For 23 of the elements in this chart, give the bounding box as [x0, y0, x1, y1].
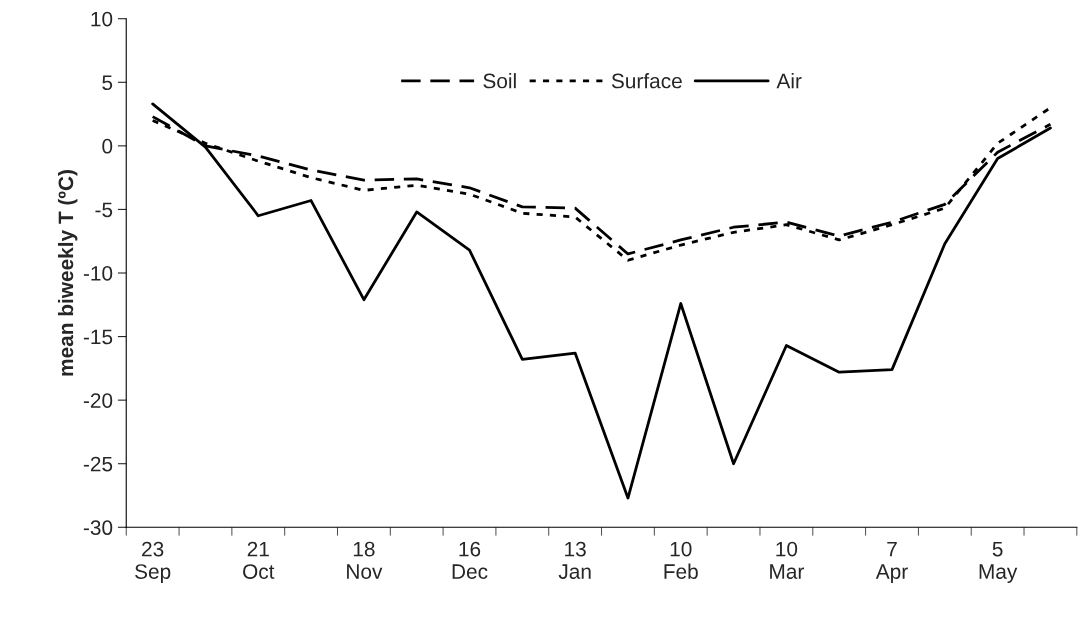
- y-tick-label: -5: [95, 202, 113, 218]
- x-tick-label: 10 Mar: [770, 541, 804, 579]
- y-tick-label: 5: [102, 75, 113, 91]
- legend-label: Air: [776, 73, 802, 89]
- x-tick-label: 10 Feb: [664, 541, 698, 579]
- legend-label: Surface: [611, 73, 682, 89]
- y-tick-label: -15: [83, 329, 113, 345]
- y-tick-label: -25: [83, 456, 113, 472]
- x-tick-label: 16 Dec: [452, 541, 488, 579]
- y-axis-title: mean biweekly T (ºC): [57, 170, 78, 376]
- y-tick-label: 0: [102, 138, 113, 154]
- y-tick-label: -30: [83, 520, 113, 536]
- x-tick-label: 18 Nov: [347, 541, 383, 579]
- x-tick-label: 7 Apr: [875, 541, 908, 584]
- y-tick-label: -20: [83, 393, 113, 408]
- y-tick-label: -10: [83, 266, 113, 281]
- y-tick-label: 10: [91, 11, 113, 27]
- x-tick-label: 21 Oct: [243, 541, 275, 579]
- legend-label: Soil: [483, 73, 516, 89]
- x-tick-label: 5 May: [979, 541, 1018, 584]
- x-tick-label: 23 Sep: [135, 541, 171, 584]
- line-series: [151, 102, 1052, 500]
- x-tick-label: 13 Jan: [558, 541, 591, 579]
